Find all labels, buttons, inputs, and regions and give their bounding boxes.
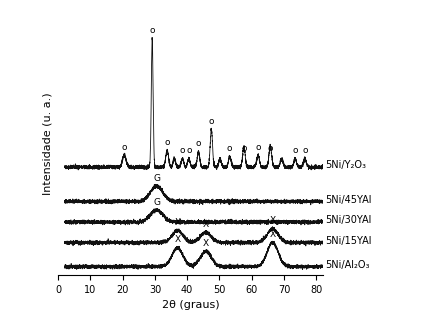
Text: G: G [153, 173, 160, 183]
Text: G: G [153, 197, 160, 207]
Text: 5Ni/15YAl: 5Ni/15YAl [325, 236, 372, 246]
Text: 5Ni/30YAl: 5Ni/30YAl [325, 215, 371, 225]
Text: X: X [270, 216, 276, 226]
Text: o: o [267, 144, 273, 153]
X-axis label: 2θ (graus): 2θ (graus) [162, 300, 219, 310]
Text: o: o [293, 146, 298, 155]
Text: o: o [164, 138, 170, 147]
Text: o: o [180, 146, 185, 155]
Text: o: o [150, 26, 155, 35]
Text: 5Ni/Y₂O₃: 5Ni/Y₂O₃ [325, 160, 366, 171]
Text: X: X [174, 218, 181, 227]
Text: 5Ni/45YAl: 5Ni/45YAl [325, 195, 372, 205]
Text: o: o [186, 146, 192, 155]
Text: o: o [255, 143, 261, 152]
Y-axis label: Intensidade (u. a.): Intensidade (u. a.) [43, 93, 53, 195]
Text: o: o [121, 143, 127, 152]
Text: o: o [209, 117, 214, 126]
Text: X: X [174, 235, 181, 244]
Text: o: o [227, 144, 233, 153]
Text: o: o [241, 144, 247, 153]
Text: o: o [196, 139, 201, 148]
Text: X: X [203, 220, 209, 229]
Text: 5Ni/Al₂O₃: 5Ni/Al₂O₃ [325, 260, 370, 270]
Text: o: o [302, 146, 308, 155]
Text: X: X [203, 239, 209, 248]
Text: X: X [270, 230, 276, 239]
